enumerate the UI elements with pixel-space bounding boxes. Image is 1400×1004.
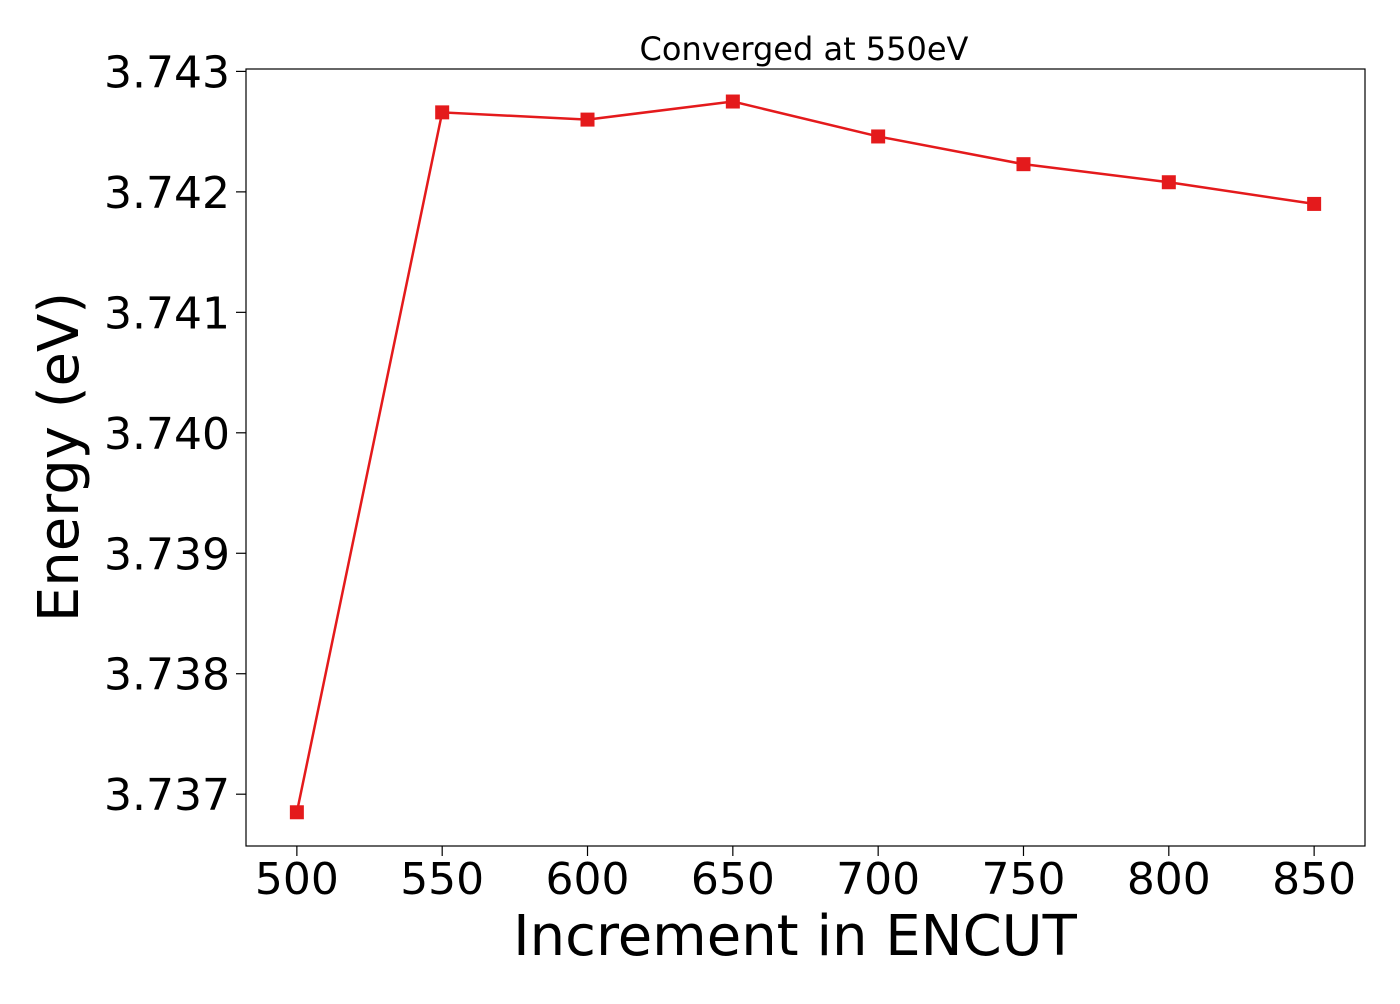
energy-series-line xyxy=(295,100,1315,813)
plot-frame xyxy=(245,68,1366,847)
data-point-marker xyxy=(580,112,595,127)
x-axis-tick-label: 700 xyxy=(836,854,920,905)
x-axis-tick-label: 650 xyxy=(691,854,775,905)
x-axis-tick-label: 750 xyxy=(981,854,1065,905)
y-axis-tick-label: 3.739 xyxy=(104,529,230,580)
data-point-marker xyxy=(1161,175,1176,190)
data-point-marker xyxy=(1307,196,1322,211)
x-axis-tick-label: 850 xyxy=(1272,854,1356,905)
data-point-marker xyxy=(289,805,304,820)
y-axis-title: Energy (eV) xyxy=(27,292,92,622)
x-axis-title: Increment in ENCUT xyxy=(513,904,1078,969)
x-axis-ticks: 500 550 600 650 700 750 800 850 xyxy=(255,846,1356,905)
x-axis-tick-label: 800 xyxy=(1127,854,1211,905)
y-axis-tick-label: 3.737 xyxy=(104,770,230,821)
y-axis-ticks: 3.737 3.738 3.739 3.740 3.741 3.742 3.743 xyxy=(104,47,246,821)
data-point-marker xyxy=(871,129,886,144)
x-axis-tick-label: 600 xyxy=(546,854,630,905)
chart-title: Converged at 550eV xyxy=(640,30,969,68)
y-axis-tick-label: 3.743 xyxy=(104,47,230,98)
x-axis-tick-label: 500 xyxy=(255,854,339,905)
x-axis-tick-label: 550 xyxy=(400,854,484,905)
y-axis-tick-label: 3.738 xyxy=(104,650,230,701)
data-point-marker xyxy=(435,105,450,120)
series-layer xyxy=(289,94,1322,820)
y-axis-tick-label: 3.740 xyxy=(104,409,230,460)
data-point-marker xyxy=(725,94,740,109)
y-axis-tick-label: 3.742 xyxy=(104,168,230,219)
data-point-marker xyxy=(1016,157,1031,172)
y-axis-tick-label: 3.741 xyxy=(104,288,230,339)
